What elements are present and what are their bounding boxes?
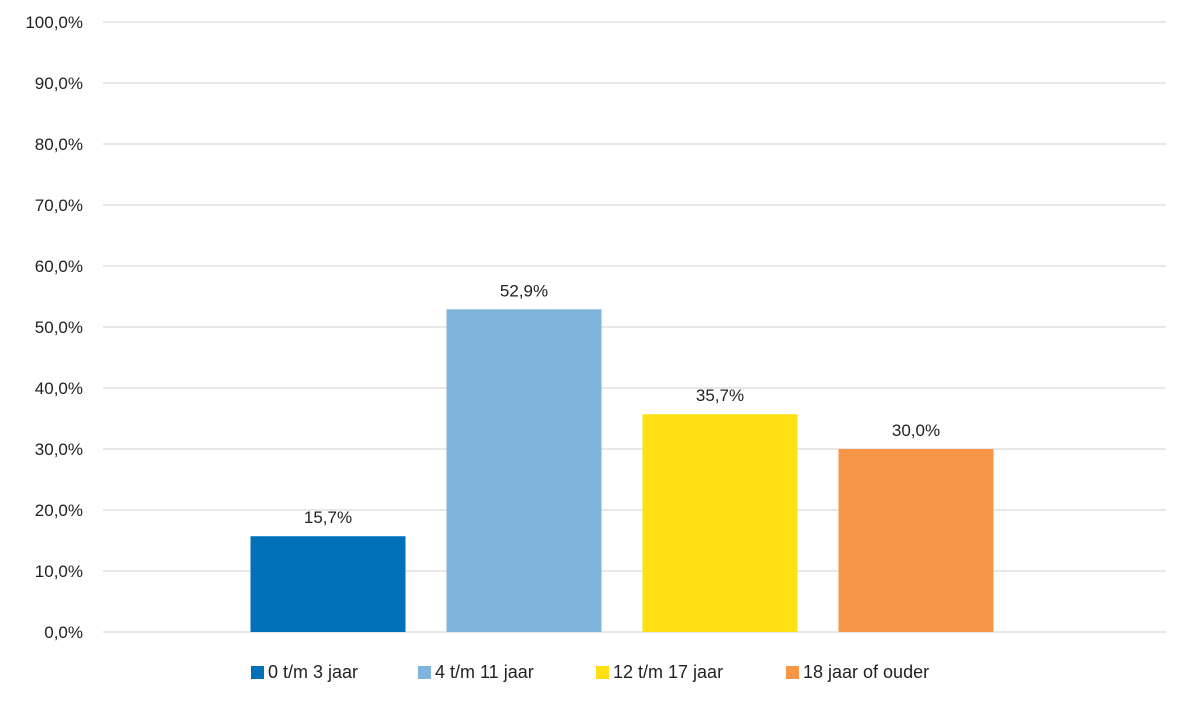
y-tick-label: 70,0% — [35, 196, 83, 215]
legend-swatch — [418, 666, 431, 679]
y-tick-label: 30,0% — [35, 440, 83, 459]
legend: 0 t/m 3 jaar 4 t/m 11 jaar 12 t/m 17 jaar 1… — [251, 662, 929, 682]
data-label: 30,0% — [892, 421, 940, 440]
y-tick-label: 50,0% — [35, 318, 83, 337]
legend-swatch — [596, 666, 609, 679]
y-tick-label: 60,0% — [35, 257, 83, 276]
legend-label: 0 t/m 3 jaar — [268, 662, 358, 682]
data-labels: 15,7% 52,9% 35,7% 30,0% — [304, 281, 940, 527]
y-tick-label: 0,0% — [44, 623, 83, 642]
y-axis-tick-labels: 0,0% 10,0% 20,0% 30,0% 40,0% 50,0% 60,0% 70,0% 8… — [25, 13, 83, 642]
y-tick-label: 20,0% — [35, 501, 83, 520]
bar-4 — [838, 449, 994, 632]
bar-3 — [642, 414, 798, 632]
legend-swatch — [251, 666, 264, 679]
legend-label: 12 t/m 17 jaar — [613, 662, 723, 682]
y-tick-label: 80,0% — [35, 135, 83, 154]
data-label: 52,9% — [500, 281, 548, 300]
bar-1 — [250, 536, 406, 632]
legend-label: 4 t/m 11 jaar — [435, 662, 534, 682]
bars — [250, 309, 994, 632]
y-tick-label: 40,0% — [35, 379, 83, 398]
data-label: 35,7% — [696, 386, 744, 405]
y-tick-label: 10,0% — [35, 562, 83, 581]
legend-swatch — [786, 666, 799, 679]
y-tick-label: 90,0% — [35, 74, 83, 93]
bar-2 — [446, 309, 602, 632]
legend-label: 18 jaar of ouder — [803, 662, 929, 682]
data-label: 15,7% — [304, 508, 352, 527]
y-tick-label: 100,0% — [25, 13, 83, 32]
